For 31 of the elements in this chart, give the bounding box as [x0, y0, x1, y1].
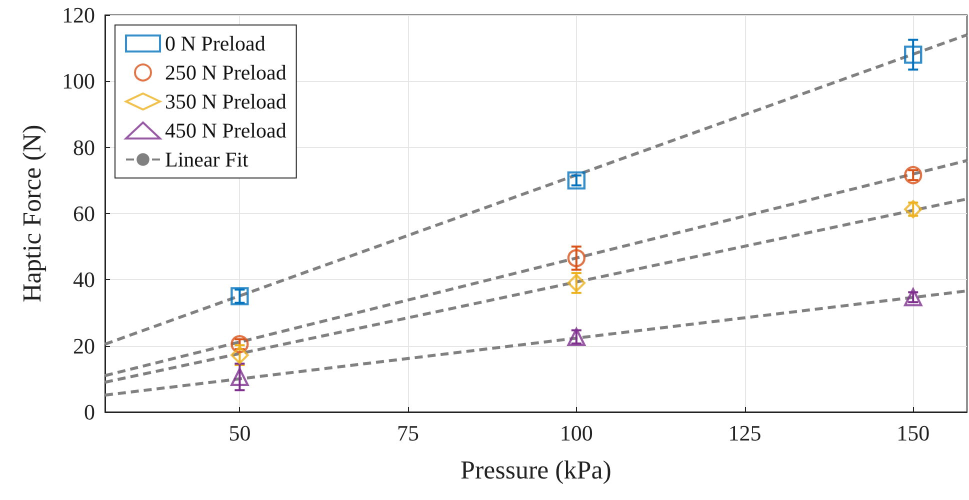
x-tick-label: 150	[896, 420, 930, 446]
y-axis-title: Haptic Force (N)	[18, 124, 46, 302]
point	[904, 166, 922, 184]
y-tick-label: 0	[84, 400, 95, 424]
legend-label: 250 N Preload	[165, 60, 287, 84]
y-tick-label: 20	[73, 333, 95, 358]
point	[230, 368, 249, 386]
y-tick-label: 60	[73, 201, 95, 226]
x-tick-label: 125	[728, 420, 762, 446]
point	[230, 335, 249, 354]
point	[230, 346, 249, 364]
y-tick-label: 80	[73, 134, 95, 160]
point	[567, 249, 586, 268]
point	[230, 287, 249, 306]
point	[567, 274, 586, 292]
x-tick-label: 75	[397, 420, 420, 446]
y-tick-label: 100	[62, 68, 95, 94]
legend-label: 0 N Preload	[165, 32, 266, 56]
point	[904, 46, 922, 64]
point	[904, 288, 922, 306]
legend-label: 350 N Preload	[165, 90, 287, 114]
legend-label: Linear Fit	[165, 148, 249, 172]
x-axis-title: Pressure (kPa)	[460, 456, 612, 484]
point	[567, 171, 586, 190]
y-tick-label: 40	[73, 267, 95, 292]
legend-label: 450 N Preload	[165, 118, 287, 142]
point	[904, 200, 922, 218]
x-tick-label: 50	[228, 420, 251, 446]
point	[567, 328, 586, 346]
x-tick-label: 100	[560, 420, 593, 446]
y-tick-label: 120	[62, 2, 95, 28]
